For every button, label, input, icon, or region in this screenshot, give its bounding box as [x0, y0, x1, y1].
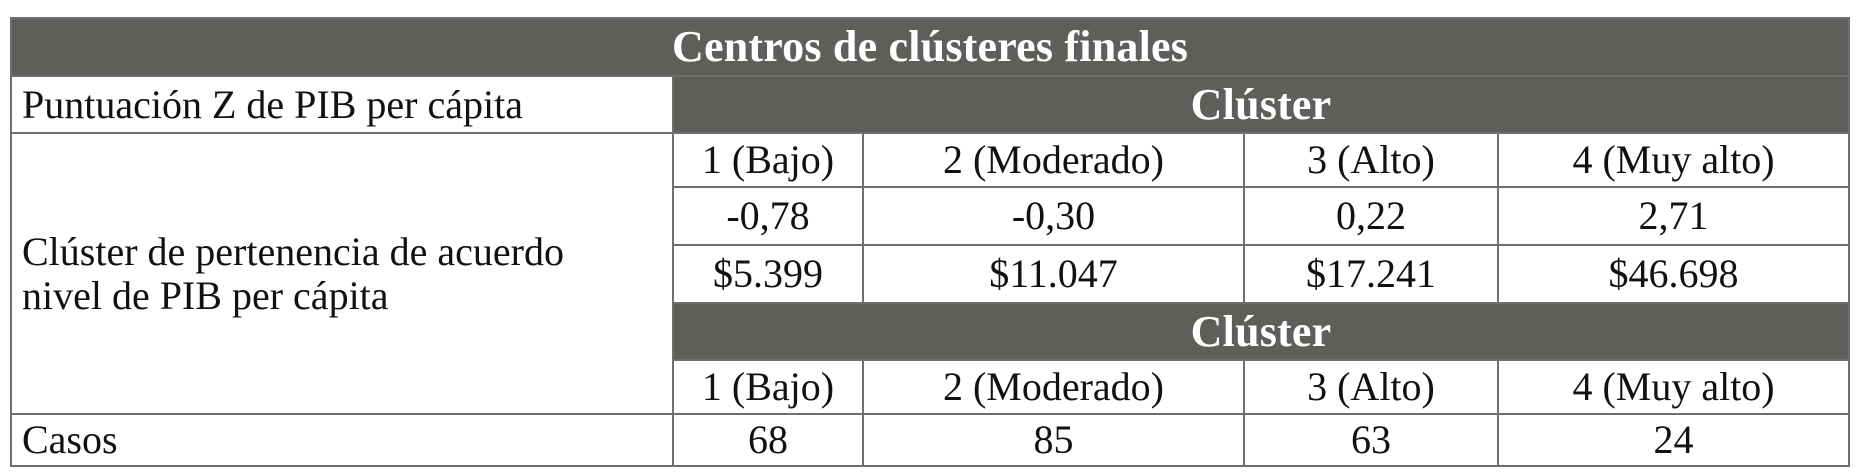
cluster-header-row-bottom: Clúster	[11, 302, 1851, 361]
cluster-header-bottom: Clúster	[671, 302, 1851, 361]
cluster-header-row: Puntuación Z de PIB per cápita Clúster	[10, 75, 1851, 134]
cases-value-4: 24	[1496, 413, 1851, 467]
zscore-value-1: -0,78	[672, 186, 864, 246]
cluster-name-1: 1 (Bajo)	[672, 132, 864, 188]
cluster-name-repeat-2: 2 (Moderado)	[862, 359, 1245, 415]
cluster-name-repeat-4: 4 (Muy alto)	[1496, 359, 1851, 415]
cases-label: Casos	[10, 413, 674, 467]
cluster-header-top: Clúster	[671, 75, 1851, 134]
cluster-names-row: Clúster de pertenencia de acuerdo nivel …	[10, 132, 1851, 415]
cases-value-3: 63	[1243, 413, 1499, 467]
cases-row: Casos 68 85 63 24	[10, 413, 1851, 467]
cluster-name-2: 2 (Moderado)	[862, 132, 1245, 188]
zscore-value-3: 0,22	[1243, 186, 1499, 246]
zscore-values-row: -0,78 -0,30 0,22 2,71	[11, 186, 1851, 246]
zscore-value-2: -0,30	[862, 186, 1245, 246]
zscore-value-4: 2,71	[1496, 186, 1851, 246]
table-title-row: Centros de clústeres finales	[9, 17, 1851, 77]
cluster-name-repeat-3: 3 (Alto)	[1243, 359, 1499, 415]
gdp-value-1: $5.399	[672, 244, 864, 304]
cases-value-2: 85	[862, 413, 1245, 467]
table-title: Centros de clústeres finales	[9, 17, 1851, 77]
membership-label-cell: Clúster de pertenencia de acuerdo nivel …	[10, 132, 674, 415]
cluster-name-4: 4 (Muy alto)	[1496, 132, 1851, 188]
cases-value-1: 68	[672, 413, 864, 467]
cluster-centers-table: Centros de clústeres finales Puntuación …	[9, 17, 1851, 467]
gdp-value-3: $17.241	[1243, 244, 1499, 304]
cluster-name-3: 3 (Alto)	[1243, 132, 1499, 188]
zscore-row-label: Puntuación Z de PIB per cápita	[10, 75, 674, 134]
gdp-value-2: $11.047	[862, 244, 1245, 304]
cluster-name-repeat-1: 1 (Bajo)	[672, 359, 864, 415]
membership-label: Clúster de pertenencia de acuerdo nivel …	[22, 229, 672, 318]
gdp-value-4: $46.698	[1496, 244, 1851, 304]
cluster-names-row-repeat: 1 (Bajo) 2 (Moderado) 3 (Alto) 4 (Muy al…	[11, 359, 1851, 415]
gdp-values-row: $5.399 $11.047 $17.241 $46.698	[11, 244, 1851, 304]
membership-label-line-2: nivel de PIB per cápita	[22, 272, 389, 318]
membership-label-line-1: Clúster de pertenencia de acuerdo	[22, 229, 564, 275]
